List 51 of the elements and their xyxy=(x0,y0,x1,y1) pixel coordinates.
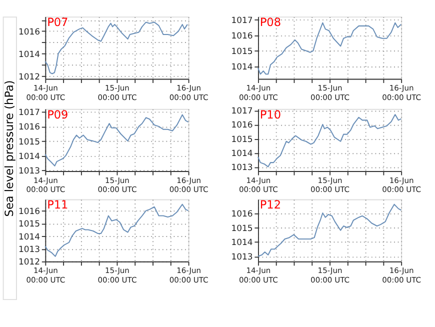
chart-title: P07 xyxy=(47,16,68,30)
x-tick-label: 15-Jun 00:00 UTC xyxy=(310,176,350,194)
y-tick-label: 1012 xyxy=(18,256,40,267)
chart-title: P12 xyxy=(260,198,282,212)
y-axis-title: Sea level pressure (hPa) xyxy=(3,80,16,217)
y-tick-label: 1017 xyxy=(231,106,253,116)
chart-title: P09 xyxy=(47,108,68,122)
y-tick-label: 1015 xyxy=(18,218,40,229)
y-tick-label: 1013 xyxy=(231,162,253,172)
y-tick-label: 1015 xyxy=(231,222,253,233)
chart-title: P08 xyxy=(260,16,282,30)
x-tick-label: 16-Jun 00:00 UTC xyxy=(169,176,208,194)
y-tick-label: 1016 xyxy=(231,30,253,41)
y-tick-label: 1013 xyxy=(231,252,253,262)
y-tick-label: 1015 xyxy=(231,46,253,56)
y-tick-label: 1015 xyxy=(18,136,40,146)
y-tick-label: 1016 xyxy=(18,26,40,36)
x-tick-label: 14-Jun 00:00 UTC xyxy=(238,84,278,102)
x-tick-label: 16-Jun 00:00 UTC xyxy=(169,84,208,102)
x-tick-label: 16-Jun 00:00 UTC xyxy=(382,266,422,285)
x-tick-label: 14-Jun 00:00 UTC xyxy=(26,266,66,285)
x-tick-label: 14-Jun 00:00 UTC xyxy=(238,176,278,194)
x-tick-label: 14-Jun 00:00 UTC xyxy=(26,84,66,102)
y-tick-label: 1014 xyxy=(231,62,253,72)
x-tick-label: 16-Jun 00:00 UTC xyxy=(382,84,422,102)
x-tick-label: 14-Jun 00:00 UTC xyxy=(238,266,278,285)
y-tick-label: 1016 xyxy=(231,120,253,130)
x-tick-label: 15-Jun 00:00 UTC xyxy=(98,266,137,285)
x-tick-label: 15-Jun 00:00 UTC xyxy=(310,266,350,285)
y-tick-label: 1016 xyxy=(18,122,40,132)
y-tick-label: 1016 xyxy=(231,208,253,218)
y-tick-label: 1013 xyxy=(18,244,40,254)
y-tick-label: 1014 xyxy=(18,48,40,59)
y-tick-label: 1017 xyxy=(18,107,40,118)
y-tick-label: 1015 xyxy=(231,134,253,144)
y-tick-label: 1014 xyxy=(231,148,253,158)
chart-title: P10 xyxy=(260,108,282,122)
y-tick-label: 1012 xyxy=(18,71,40,82)
y-tick-label: 1014 xyxy=(18,150,40,161)
x-tick-label: 15-Jun 00:00 UTC xyxy=(98,84,137,102)
y-tick-label: 1016 xyxy=(18,206,40,216)
x-tick-label: 16-Jun 00:00 UTC xyxy=(382,176,422,194)
y-tick-label: 1017 xyxy=(231,15,253,26)
x-tick-label: 15-Jun 00:00 UTC xyxy=(310,84,350,102)
y-tick-label: 1014 xyxy=(231,237,253,248)
x-tick-label: 14-Jun 00:00 UTC xyxy=(26,176,66,194)
x-tick-label: 16-Jun 00:00 UTC xyxy=(169,266,208,285)
y-tick-label: 1014 xyxy=(18,231,40,242)
chart-title: P11 xyxy=(47,198,68,212)
x-tick-label: 15-Jun 00:00 UTC xyxy=(98,176,137,194)
y-tick-label: 1013 xyxy=(18,166,40,176)
